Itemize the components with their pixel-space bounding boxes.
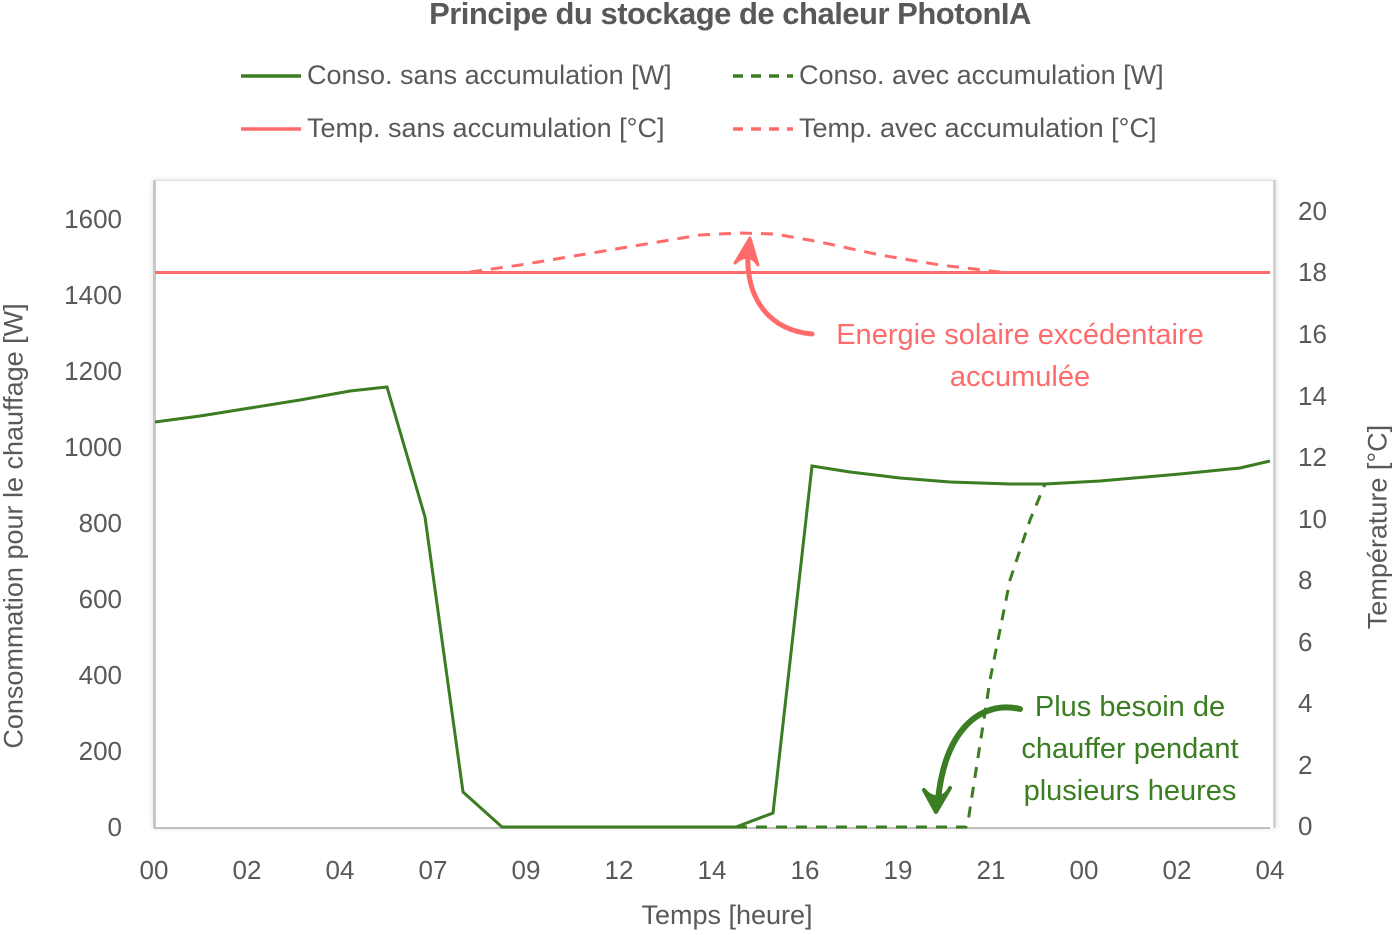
y-right-tick: 12 xyxy=(1298,442,1327,472)
conso-avec-accumulation-line xyxy=(736,483,1047,829)
y-right-tick: 14 xyxy=(1298,381,1327,411)
solar-annotation-line2: accumulée xyxy=(949,361,1091,393)
y-left-tick: 1600 xyxy=(64,204,122,234)
temp-avec-accumulation-line xyxy=(469,231,1001,274)
legend-item-temp-sans: Temp. sans accumulation [°C] xyxy=(241,113,664,144)
y-right-tick: 16 xyxy=(1298,319,1327,349)
x-tick: 00 xyxy=(1069,855,1099,885)
solar-arrowhead-icon xyxy=(733,236,760,267)
x-tick: 19 xyxy=(883,855,913,885)
legend-label: Conso. avec accumulation [W] xyxy=(799,60,1164,90)
legend-dashed-red-line-icon xyxy=(733,123,795,135)
heating-annotation-line3: plusieurs heures xyxy=(1023,775,1237,807)
x-tick: 07 xyxy=(418,855,448,885)
y-right-tick: 18 xyxy=(1298,257,1327,287)
legend-item-conso-sans: Conso. sans accumulation [W] xyxy=(241,60,672,91)
x-tick: 21 xyxy=(976,855,1006,885)
legend-item-conso-avec: Conso. avec accumulation [W] xyxy=(733,60,1164,91)
legend-solid-green-line-icon xyxy=(241,70,303,82)
y-right-tick: 10 xyxy=(1298,504,1327,534)
y-right-tick: 4 xyxy=(1298,688,1313,718)
chart-title: Principe du stockage de chaleur PhotonIA xyxy=(429,0,1031,31)
legend-item-temp-avec: Temp. avec accumulation [°C] xyxy=(733,113,1156,144)
legend-dashed-green-line-icon xyxy=(733,70,795,82)
solar-annotation-line1: Energie solaire excédentaire xyxy=(836,319,1204,351)
plot-area xyxy=(153,180,1276,828)
x-tick: 16 xyxy=(790,855,820,885)
conso-sans-accumulation-line xyxy=(154,385,1271,829)
heating-annotation-line1: Plus besoin de xyxy=(1034,691,1226,723)
solar-arrow-icon xyxy=(745,247,815,337)
heating-annotation: Plus besoin de chauffer pendant plusieur… xyxy=(1000,686,1260,812)
x-tick: 14 xyxy=(697,855,727,885)
x-tick: 09 xyxy=(511,855,541,885)
heating-arrow-icon xyxy=(935,704,1023,803)
y-left-tick: 400 xyxy=(78,660,122,690)
y-left-tick: 0 xyxy=(107,812,122,842)
y-left-tick: 1000 xyxy=(64,432,122,462)
y-right-tick: 20 xyxy=(1298,196,1327,226)
y-left-tick: 800 xyxy=(78,508,122,538)
heating-arrowhead-icon xyxy=(922,786,952,814)
y-right-tick: 0 xyxy=(1298,811,1313,841)
x-tick: 12 xyxy=(604,855,634,885)
x-tick: 02 xyxy=(1162,855,1192,885)
x-tick: 04 xyxy=(325,855,355,885)
y-left-tick: 200 xyxy=(78,736,122,766)
legend-label: Temp. avec accumulation [°C] xyxy=(799,113,1157,143)
y-right-tick: 8 xyxy=(1298,565,1313,595)
x-tick: 04 xyxy=(1255,855,1285,885)
y-left-tick: 1200 xyxy=(64,356,122,386)
x-tick: 02 xyxy=(232,855,262,885)
solar-annotation: Energie solaire excédentaire accumulée xyxy=(820,314,1220,398)
x-tick: 00 xyxy=(139,855,169,885)
y-right-tick: 6 xyxy=(1298,627,1313,657)
y-left-tick: 600 xyxy=(78,584,122,614)
legend-solid-red-line-icon xyxy=(241,123,303,135)
legend-label: Temp. sans accumulation [°C] xyxy=(307,113,665,143)
legend-label: Conso. sans accumulation [W] xyxy=(307,60,672,90)
y-right-tick: 2 xyxy=(1298,750,1313,780)
x-axis-title: Temps [heure] xyxy=(641,900,813,930)
y-left-tick: 1400 xyxy=(64,280,122,310)
heating-annotation-line2: chauffer pendant xyxy=(1021,733,1239,765)
